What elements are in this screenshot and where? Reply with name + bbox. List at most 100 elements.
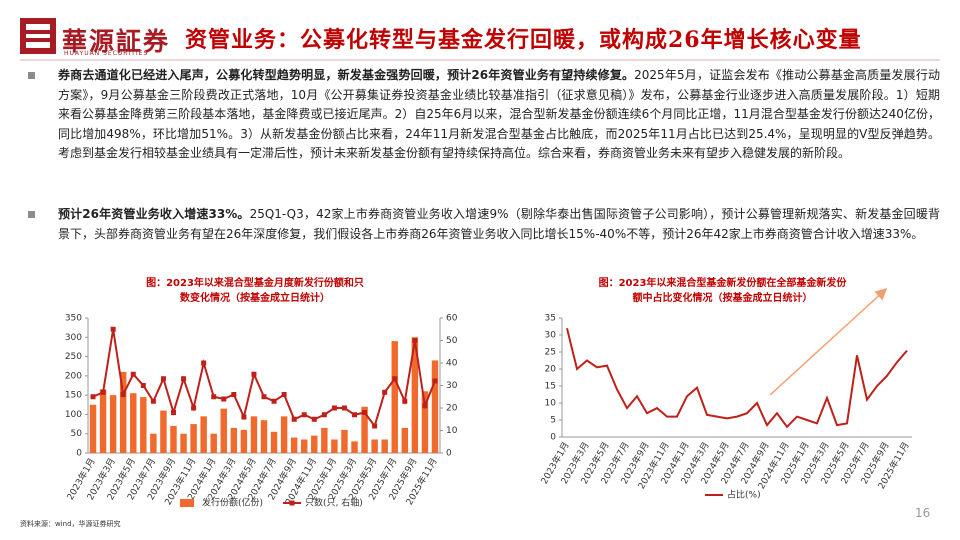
bar — [250, 416, 258, 453]
bar — [321, 427, 328, 453]
y-tick-label: 300 — [65, 333, 82, 343]
line-marker — [211, 394, 217, 400]
bullet-text: 25Q1-Q3，42家上市券商资管业务收入增速9%（剔除华泰出售国际资管子公司影… — [58, 207, 940, 241]
bar — [140, 397, 147, 453]
bar — [431, 360, 439, 453]
y-tick-label: 50 — [71, 429, 83, 439]
line-marker — [301, 412, 307, 418]
y2-tick-label: 20 — [446, 404, 458, 414]
y-tick-label: 350 — [65, 314, 82, 324]
bar — [89, 404, 97, 453]
bar — [391, 341, 398, 453]
bar — [401, 427, 409, 453]
slide-title: 资管业务：公募化转型与基金发行回暖，或构成26年增长核心变量 — [185, 27, 862, 53]
legend-marker — [289, 500, 295, 506]
y-tick-label: 0 — [550, 433, 556, 443]
chart-caption: 图：2023年以来混合型基金月度新发行份额和只数变化情况（按基金成立日统计） — [146, 278, 364, 304]
line-marker — [110, 326, 116, 332]
line-marker — [271, 398, 277, 404]
line-marker — [341, 405, 347, 411]
y2-tick-label: 40 — [446, 359, 458, 369]
line-marker — [251, 371, 257, 377]
chart-caption: 图：2023年以来混合型基金新发份额在全部基金新发份额中占比变化情况（按基金成立… — [598, 278, 847, 304]
bar — [190, 424, 197, 453]
line-marker — [241, 414, 247, 420]
y-tick-label: 5 — [550, 416, 556, 426]
bar — [311, 435, 318, 453]
line-marker — [120, 392, 126, 397]
line-marker — [231, 392, 237, 397]
y2-tick-label: 30 — [446, 381, 458, 391]
y2-tick-label: 50 — [446, 336, 458, 346]
bar — [280, 416, 288, 453]
bullet-paragraph: 券商去通道化已经进入尾声，公募化转型趋势明显，新发基金强势回暖，预计26年资管业… — [28, 66, 940, 164]
y2-tick-label: 0 — [446, 449, 452, 459]
y2-tick-label: 60 — [446, 314, 458, 324]
bar — [180, 433, 187, 453]
line-marker — [140, 383, 146, 388]
bar — [351, 441, 358, 453]
bar — [130, 393, 137, 453]
bar — [119, 372, 127, 453]
logo-icon-part — [26, 42, 50, 48]
line-marker — [150, 398, 156, 404]
logo-text: 華源証券 — [62, 27, 171, 56]
bar — [270, 431, 278, 453]
bar — [260, 420, 268, 453]
bar — [421, 391, 429, 453]
bar — [150, 433, 157, 453]
line-marker — [100, 389, 106, 395]
bullet-lead: 券商去通道化已经进入尾声，公募化转型趋势明显，新发基金强势回暖，预计26年资管业… — [58, 68, 635, 82]
bar — [331, 439, 338, 453]
bar — [240, 429, 248, 453]
line-marker — [432, 378, 438, 384]
legend-swatch — [180, 499, 194, 507]
bar — [210, 433, 217, 453]
y-tick-label: 35 — [545, 314, 556, 324]
line-marker — [362, 410, 368, 415]
bar — [361, 406, 368, 453]
bar — [109, 395, 117, 453]
line-marker — [372, 423, 378, 429]
line-marker — [352, 412, 358, 418]
line-marker — [281, 392, 287, 397]
y-tick-label: 30 — [545, 331, 557, 341]
bar — [200, 416, 207, 453]
legend-label: 占比(%) — [727, 489, 761, 501]
y-tick-label: 25 — [545, 348, 556, 358]
line-marker — [422, 403, 428, 409]
legend-label: 发行份额(亿份) — [202, 497, 263, 509]
bullet-text: 2025年5月，证监会发布《推动公募基金高质量发展行动方案》，9月公募基金三阶段… — [58, 68, 940, 160]
line-marker — [402, 398, 408, 404]
line-marker — [412, 338, 418, 343]
bar — [341, 429, 348, 453]
line-marker — [382, 389, 388, 395]
logo-icon-part — [26, 24, 50, 30]
bar — [381, 439, 388, 453]
y-tick-label: 0 — [76, 449, 82, 459]
line-marker — [170, 410, 176, 415]
y-tick-label: 15 — [545, 382, 556, 392]
bar — [411, 337, 419, 453]
bar — [99, 389, 107, 453]
line-marker — [261, 394, 267, 400]
source-note: 资料来源：wind，华源证券研究 — [20, 520, 121, 528]
y-tick-label: 150 — [65, 391, 82, 401]
y2-tick-label: 10 — [446, 426, 458, 436]
logo-icon-part — [26, 34, 50, 38]
y-tick-label: 250 — [65, 352, 82, 362]
trend-arrow — [769, 287, 888, 396]
line-marker — [291, 416, 297, 422]
logo-subtitle: HUAYUAN SECURITIES — [64, 50, 149, 57]
line-marker — [321, 412, 327, 418]
line-marker — [90, 394, 96, 400]
y-tick-label: 100 — [65, 410, 82, 420]
bar — [220, 408, 227, 453]
line-marker — [181, 376, 187, 382]
bar — [170, 426, 177, 453]
bar — [301, 439, 308, 453]
bar — [230, 427, 238, 453]
line-marker — [130, 371, 136, 377]
